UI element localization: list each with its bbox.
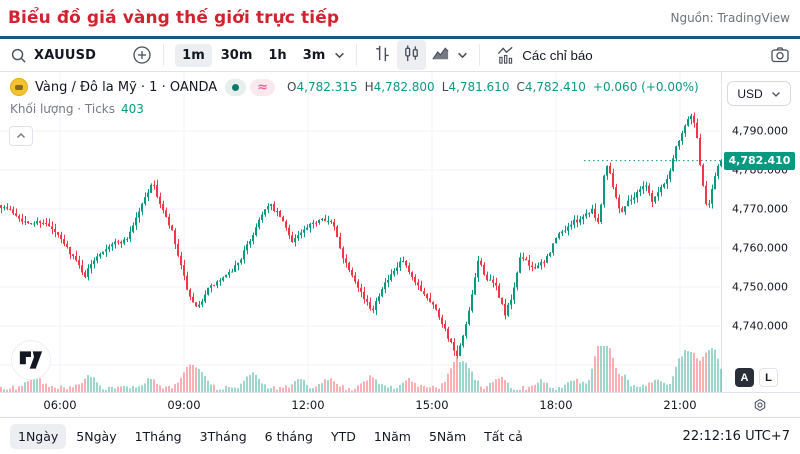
symbol-legend[interactable]: Vàng / Đô la Mỹ · 1 · OANDA ≈ O4,782.315… [10, 75, 699, 99]
volume-value: 403 [121, 102, 144, 116]
interval-button-3m[interactable]: 3m [296, 44, 333, 67]
candles-style-button[interactable] [397, 40, 427, 70]
range-button-6-tháng[interactable]: 6 tháng [257, 424, 321, 449]
candlestick-plot[interactable] [0, 72, 722, 392]
compare-plus-icon[interactable] [132, 45, 152, 65]
indicators-button[interactable]: Các chỉ báo [491, 42, 597, 69]
range-button-3tháng[interactable]: 3Tháng [192, 424, 255, 449]
high-value: 4,782.800 [373, 80, 435, 94]
price-axis[interactable]: USD 4,790.000 4,780.000 4,770.000 4,760.000… [722, 72, 799, 392]
page-title: Biểu đồ giá vàng thế giới trực tiếp [8, 8, 340, 28]
chevron-up-icon [16, 132, 26, 139]
chevron-down-icon [771, 91, 780, 97]
toolbar-separator [356, 44, 358, 66]
time-tick-label: 21:00 [663, 398, 697, 412]
page-header: Biểu đồ giá vàng thế giới trực tiếp Nguồ… [0, 0, 800, 36]
symbol-search-button[interactable]: XAUUSD [34, 47, 97, 63]
close-value: 4,782.410 [524, 80, 586, 94]
time-axis[interactable]: 06:00 09:00 12:00 15:00 18:00 21:00 [0, 392, 800, 417]
header-divider [0, 36, 800, 39]
market-open-dot-icon [232, 83, 240, 91]
range-button-5ngày[interactable]: 5Ngày [68, 424, 124, 449]
time-tick-label: 15:00 [415, 398, 449, 412]
range-button-1ngày[interactable]: 1Ngày [10, 423, 67, 449]
interval-button-30m[interactable]: 30m [214, 44, 260, 67]
price-tick-label: 4,740.000 [732, 319, 788, 333]
volume-label: Khối lượng · Ticks [10, 102, 116, 116]
interval-button-group: 1m 30m 1h 3m [175, 43, 333, 67]
volume-legend[interactable]: Khối lượng · Ticks 403 [10, 102, 144, 116]
clock-utc: 22:12:16 UTC+7 [682, 428, 790, 444]
range-button-group: 1Ngày 5Ngày 1Tháng 3Tháng 6 tháng YTD 1Năm 5Năm… [10, 423, 531, 449]
ohlc-values: O4,782.315 H4,782.800 L4,781.610 C4,782.… [287, 80, 699, 94]
chart-area: Vàng / Đô la Mỹ · 1 · OANDA ≈ O4,782.315… [0, 72, 800, 392]
intervals-chevron-icon[interactable] [334, 50, 345, 61]
high-label: H [364, 80, 374, 94]
candles-style-icon [402, 44, 421, 63]
price-tick-label: 4,760.000 [732, 241, 788, 255]
style-chevron-icon[interactable] [457, 50, 468, 61]
interval-button-1h[interactable]: 1h [261, 44, 293, 67]
price-tick-label: 4,750.000 [732, 280, 788, 294]
currency-dropdown[interactable]: USD [727, 81, 791, 106]
low-value: 4,781.610 [448, 80, 510, 94]
tradingview-watermark-logo[interactable] [11, 340, 51, 380]
indicators-label: Các chỉ báo [522, 47, 593, 63]
area-style-button[interactable] [426, 40, 455, 70]
source-label: Nguồn: TradingView [670, 11, 790, 25]
range-button-1năm[interactable]: 1Năm [366, 424, 419, 449]
chart-toolbar: XAUUSD 1m 30m 1h 3m Các chỉ báo [0, 39, 800, 72]
toolbar-separator [163, 44, 165, 66]
search-icon[interactable] [10, 47, 27, 64]
range-button-tất-cả[interactable]: Tất cả [476, 424, 531, 449]
indicators-icon [496, 46, 515, 65]
range-button-1tháng[interactable]: 1Tháng [127, 424, 190, 449]
legend-collapse-button[interactable] [9, 126, 33, 146]
time-tick-label: 18:00 [539, 398, 573, 412]
currency-value: USD [737, 86, 763, 101]
bars-style-icon [373, 44, 392, 63]
price-tick-label: 4,770.000 [732, 202, 788, 216]
bars-style-button[interactable] [368, 40, 397, 70]
toolbar-separator [479, 44, 481, 66]
gold-coin-icon [10, 78, 28, 96]
open-value: 4,782.315 [296, 80, 358, 94]
change-value: +0.060 (+0.00%) [592, 80, 699, 94]
area-style-icon [431, 44, 450, 63]
low-label: L [441, 80, 449, 94]
auto-scale-button[interactable]: A [735, 368, 754, 387]
chart-pane[interactable]: Vàng / Đô la Mỹ · 1 · OANDA ≈ O4,782.315… [0, 72, 722, 392]
approx-data-pill[interactable]: ≈ [250, 78, 276, 96]
market-status-pill[interactable] [225, 78, 247, 96]
time-tick-label: 09:00 [167, 398, 201, 412]
scale-mode-buttons: A L [735, 368, 778, 387]
log-scale-button[interactable]: L [759, 368, 778, 387]
price-tick-label: 4,790.000 [732, 124, 788, 138]
close-label: C [516, 80, 525, 94]
gear-icon[interactable] [752, 397, 768, 413]
symbol-title[interactable]: Vàng / Đô la Mỹ · 1 · OANDA [35, 79, 218, 95]
open-label: O [287, 80, 297, 94]
range-button-5năm[interactable]: 5Năm [421, 424, 474, 449]
range-toolbar: 1Ngày 5Ngày 1Tháng 3Tháng 6 tháng YTD 1Năm 5Năm… [0, 417, 800, 454]
time-tick-label: 12:00 [291, 398, 325, 412]
last-price-badge: 4,782.410 [724, 151, 795, 170]
camera-icon[interactable] [770, 45, 790, 65]
time-tick-label: 06:00 [43, 398, 77, 412]
interval-button-1m[interactable]: 1m [175, 43, 212, 67]
range-button-ytd[interactable]: YTD [323, 424, 364, 449]
